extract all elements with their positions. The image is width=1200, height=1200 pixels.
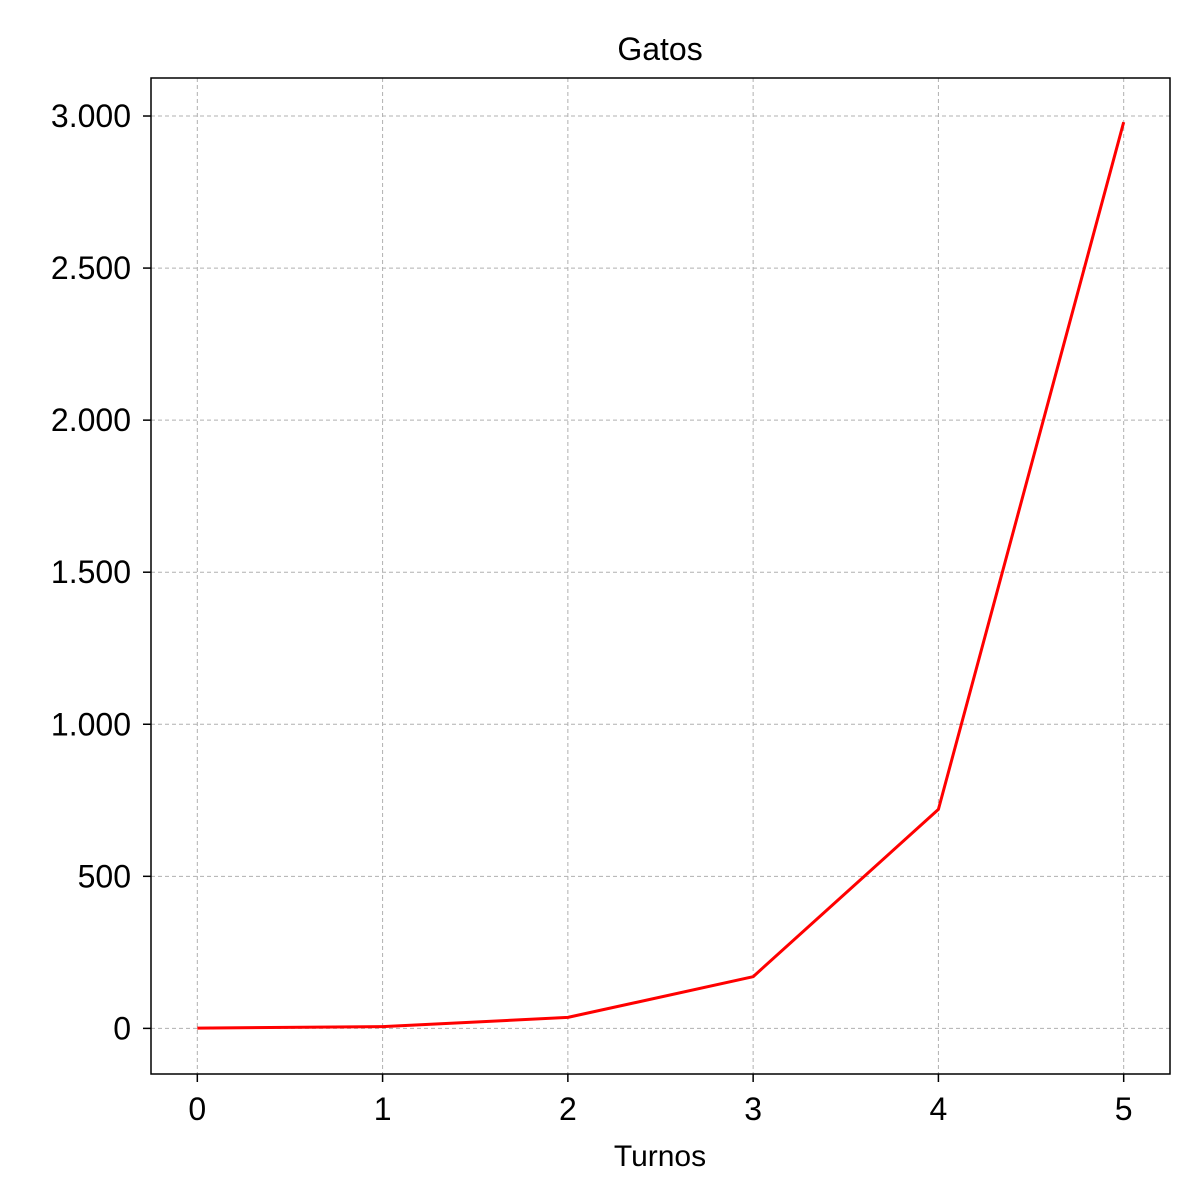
x-tick-label: 4 xyxy=(930,1091,948,1127)
y-tick-label: 1.500 xyxy=(51,554,131,590)
x-tick-label: 5 xyxy=(1115,1091,1133,1127)
series-group xyxy=(197,121,1126,1030)
chart-title: Gatos xyxy=(617,31,702,67)
y-tick-label: 2.500 xyxy=(51,250,131,286)
x-axis: 0 1 2 3 4 5 xyxy=(188,1074,1133,1127)
x-tick-label: 2 xyxy=(559,1091,577,1127)
x-tick-label: 0 xyxy=(188,1091,206,1127)
y-tick-label: 2.000 xyxy=(51,402,131,438)
y-tick-label: 500 xyxy=(78,858,131,894)
grid xyxy=(151,78,1170,1074)
plot-frame xyxy=(150,77,1171,1075)
x-tick-label: 1 xyxy=(374,1091,392,1127)
series-line xyxy=(197,121,1126,1030)
y-tick-label: 3.000 xyxy=(51,98,131,134)
y-axis: 0 500 1.000 1.500 2.000 2.500 3.000 xyxy=(51,98,151,1046)
x-axis-label: Turnos xyxy=(614,1140,706,1173)
y-tick-label: 1.000 xyxy=(51,706,131,742)
y-tick-label: 0 xyxy=(113,1010,131,1046)
x-tick-label: 3 xyxy=(744,1091,762,1127)
